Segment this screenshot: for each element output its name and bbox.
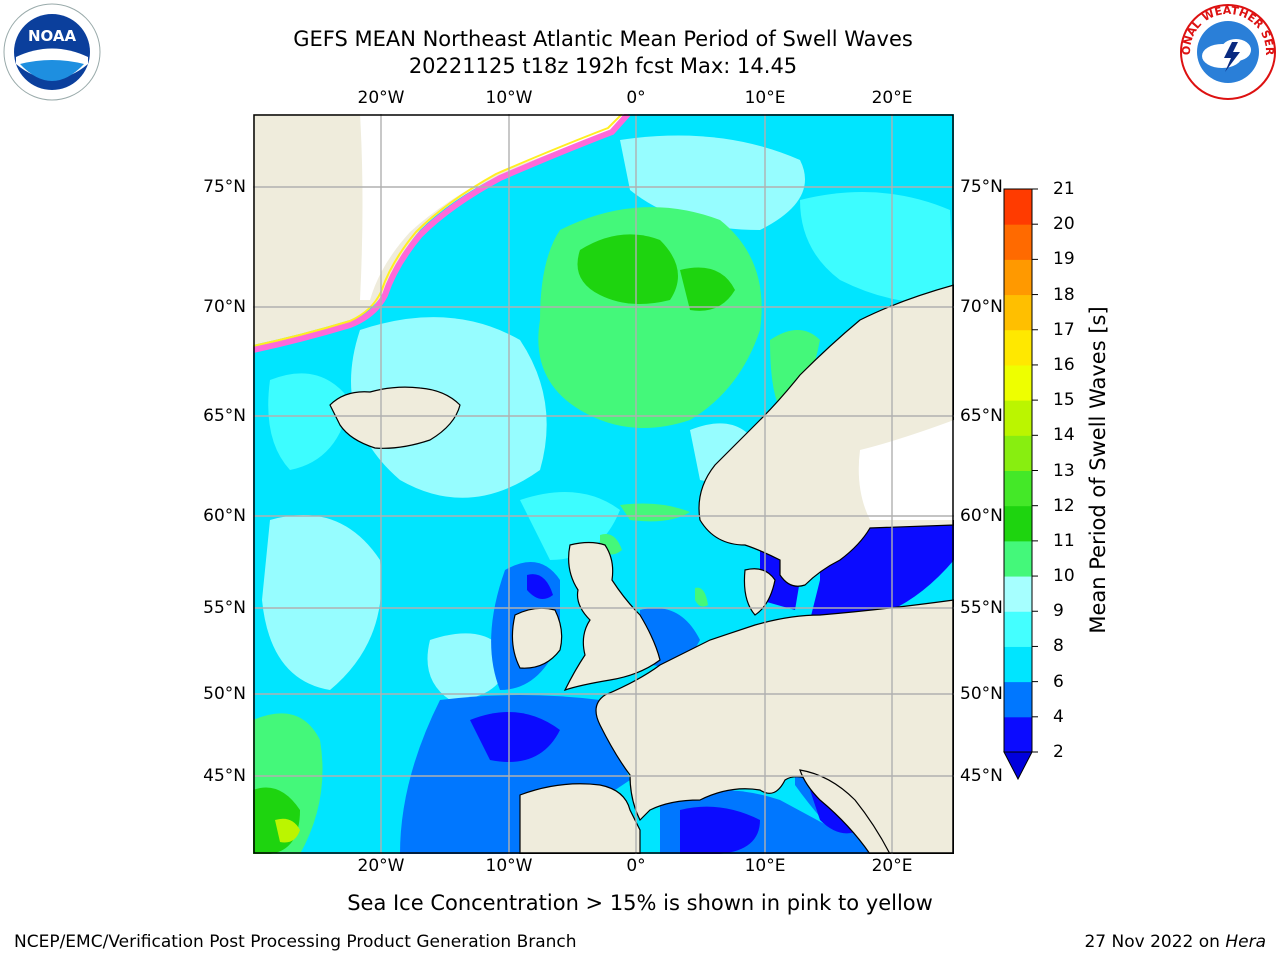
lon-label-bottom-0: 0° bbox=[626, 856, 646, 876]
colorbar-tick-label-8: 8 bbox=[1053, 636, 1064, 657]
colorbar-under-arrow bbox=[1003, 751, 1033, 781]
colorbar-block-8-9 bbox=[1004, 611, 1032, 647]
nws-logo-icon: NATIONAL WEATHER SERVICE bbox=[1178, 2, 1276, 100]
colorbar-tick-label-6: 6 bbox=[1053, 671, 1064, 692]
lat-label-left-60n: 60°N bbox=[203, 506, 246, 526]
title-line-2: 20221125 t18z 192h fcst Max: 14.45 bbox=[408, 54, 798, 78]
colorbar-block-10-11 bbox=[1004, 540, 1032, 577]
lat-label-right-50n: 50°N bbox=[960, 684, 1003, 704]
colorbar-block-19-20 bbox=[1004, 224, 1032, 260]
map-graticule bbox=[253, 114, 954, 854]
title-line-1: GEFS MEAN Northeast Atlantic Mean Period… bbox=[293, 27, 913, 51]
swell-period-map bbox=[253, 114, 954, 854]
lon-label-top-10e: 10°E bbox=[744, 88, 786, 108]
colorbar-block-16-17 bbox=[1004, 329, 1032, 366]
colorbar-block-18-19 bbox=[1004, 259, 1032, 296]
colorbar-tick-label-4: 4 bbox=[1053, 706, 1064, 727]
lon-label-top-20w: 20°W bbox=[357, 88, 405, 108]
colorbar-block-4-6 bbox=[1004, 681, 1032, 718]
sea-ice-edge bbox=[253, 114, 631, 353]
iberia-land bbox=[519, 783, 641, 854]
colorbar-tick-label-17: 17 bbox=[1053, 319, 1075, 340]
colorbar-tick-label-16: 16 bbox=[1053, 354, 1075, 375]
noaa-logo-icon: NOAA bbox=[3, 3, 101, 101]
date-stamp: 27 Nov 2022 on Hera bbox=[1084, 932, 1266, 952]
colorbar-block-2-4 bbox=[1004, 716, 1032, 753]
lat-label-right-70n: 70°N bbox=[960, 297, 1003, 317]
lat-label-right-55n: 55°N bbox=[960, 598, 1003, 618]
gulf-of-bothnia-ice bbox=[858, 420, 954, 520]
colorbar-block-20-21 bbox=[1004, 189, 1032, 225]
lat-label-left-55n: 55°N bbox=[203, 598, 246, 618]
colorbar-tick-label-9: 9 bbox=[1053, 601, 1064, 622]
lat-label-left-70n: 70°N bbox=[203, 297, 246, 317]
machine-name: Hera bbox=[1225, 932, 1266, 952]
lat-label-right-75n: 75°N bbox=[960, 177, 1003, 197]
sea-ice-footnote: Sea Ice Concentration > 15% is shown in … bbox=[347, 891, 933, 915]
colorbar-tick-label-21: 21 bbox=[1053, 179, 1075, 199]
colorbar-block-12-13 bbox=[1004, 470, 1032, 507]
colorbar-tick-label-15: 15 bbox=[1053, 390, 1075, 411]
lon-label-bottom-20e: 20°E bbox=[871, 856, 913, 876]
colorbar-block-11-12 bbox=[1004, 505, 1032, 542]
map-frame bbox=[253, 114, 954, 854]
colorbar-tick-label-20: 20 bbox=[1053, 214, 1075, 235]
iceland-land bbox=[329, 386, 461, 449]
colorbar-title: Mean Period of Swell Waves [s] bbox=[1086, 306, 1110, 634]
lat-label-right-45n: 45°N bbox=[960, 766, 1003, 786]
swell-band-8s bbox=[268, 192, 954, 560]
colorbar bbox=[1003, 188, 1038, 781]
lon-label-top-10w: 10°W bbox=[485, 88, 533, 108]
colorbar-block-14-15 bbox=[1004, 400, 1032, 436]
colorbar-tick-label-2: 2 bbox=[1053, 742, 1064, 762]
colorbar-block-9-10 bbox=[1004, 576, 1032, 612]
colorbar-block-15-16 bbox=[1004, 364, 1032, 401]
lat-label-right-60n: 60°N bbox=[960, 506, 1003, 526]
colorbar-tick-label-11: 11 bbox=[1053, 530, 1075, 551]
colorbar-tick-label-19: 19 bbox=[1053, 249, 1075, 270]
italy-land bbox=[799, 769, 891, 854]
lon-label-bottom-20w: 20°W bbox=[357, 856, 405, 876]
colorbar-tick-label-14: 14 bbox=[1053, 425, 1075, 446]
greenland-land bbox=[253, 114, 625, 345]
colorbar-block-13-14 bbox=[1004, 435, 1032, 471]
greenland-ice-interior bbox=[360, 114, 625, 300]
europe-land bbox=[595, 599, 954, 854]
colorbar-block-17-18 bbox=[1004, 294, 1032, 331]
denmark-land bbox=[743, 568, 776, 616]
lon-label-top-20e: 20°E bbox=[871, 88, 913, 108]
colorbar-tick-label-10: 10 bbox=[1053, 566, 1075, 587]
credit-text: NCEP/EMC/Verification Post Processing Pr… bbox=[14, 932, 577, 952]
colorbar-block-6-8 bbox=[1004, 646, 1032, 683]
lon-label-bottom-10w: 10°W bbox=[485, 856, 533, 876]
lat-label-left-45n: 45°N bbox=[203, 766, 246, 786]
lat-label-left-50n: 50°N bbox=[203, 684, 246, 704]
colorbar-tick-label-12: 12 bbox=[1053, 495, 1075, 516]
lon-label-bottom-10e: 10°E bbox=[744, 856, 786, 876]
lon-label-top-0: 0° bbox=[626, 88, 646, 108]
lat-label-left-75n: 75°N bbox=[203, 177, 246, 197]
lat-label-left-65n: 65°N bbox=[203, 406, 246, 426]
noaa-logo-text: NOAA bbox=[28, 27, 77, 45]
swell-band-12-13s bbox=[275, 818, 300, 843]
colorbar-tick-label-18: 18 bbox=[1053, 284, 1075, 305]
colorbar-tick-label-13: 13 bbox=[1053, 460, 1075, 481]
lat-label-right-65n: 65°N bbox=[960, 406, 1003, 426]
date-text: 27 Nov 2022 on bbox=[1084, 932, 1220, 952]
sea-ice-edge-yellow bbox=[253, 114, 623, 347]
